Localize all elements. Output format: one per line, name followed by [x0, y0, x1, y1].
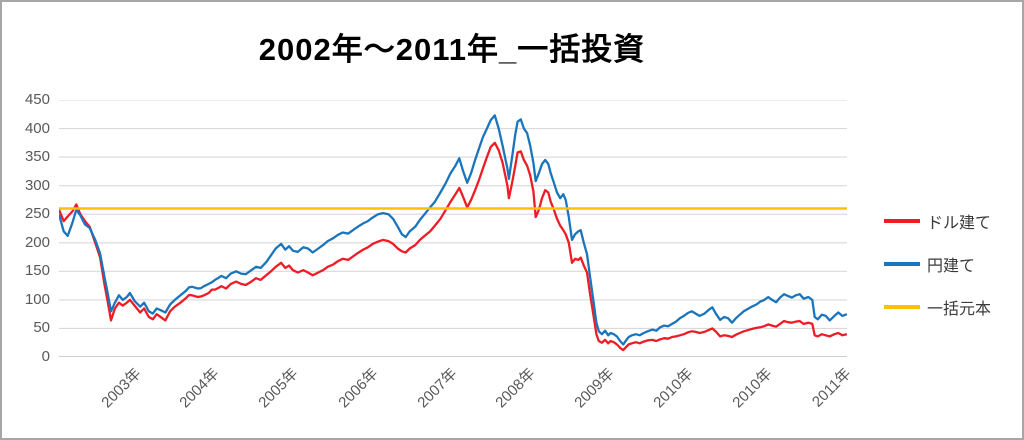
legend-item-usd: ドル建て: [884, 209, 991, 233]
plot-area: [59, 100, 847, 357]
y-tick-label: 450: [24, 91, 50, 108]
series-line-usd: [59, 141, 847, 352]
x-tick-label: 2004年: [176, 365, 223, 412]
legend-label-principal: 一括元本: [927, 301, 992, 318]
series-line-jpy: [59, 114, 847, 346]
chart-title: 2002年～2011年_一括投資: [258, 32, 646, 67]
y-tick-label: 300: [24, 176, 50, 194]
legend-swatch-usd: [884, 219, 920, 223]
x-tick-label: 2011年: [808, 365, 855, 411]
y-tick-label: 0: [41, 348, 50, 365]
x-tick-label: 2010年: [729, 365, 776, 412]
legend-item-principal: 一括元本: [884, 295, 991, 319]
legend-label-usd: ドル建て: [927, 215, 992, 232]
x-tick-label: 2010年: [650, 365, 697, 412]
y-tick-label: 150: [24, 262, 50, 280]
y-tick-label: 400: [24, 119, 50, 137]
x-tick-label: 2005年: [255, 365, 302, 412]
y-tick-label: 350: [24, 148, 50, 166]
x-tick-label: 2003年: [97, 365, 145, 412]
y-tick-label: 200: [24, 233, 50, 251]
y-tick-label: 250: [24, 205, 50, 223]
legend-item-jpy: 円建て: [884, 252, 991, 276]
x-tick-label: 2008年: [492, 365, 539, 412]
legend-label-jpy: 円建て: [927, 258, 976, 275]
legend-swatch-jpy: [884, 262, 920, 266]
y-tick-label: 50: [33, 319, 50, 337]
x-tick-label: 2009年: [571, 365, 618, 412]
x-tick-label: 2007年: [413, 365, 461, 412]
y-tick-label: 100: [24, 290, 50, 308]
x-tick-label: 2006年: [335, 365, 382, 412]
legend-swatch-principal: [884, 305, 920, 309]
chart-legend: ドル建て 円建て 一括元本: [884, 209, 991, 319]
